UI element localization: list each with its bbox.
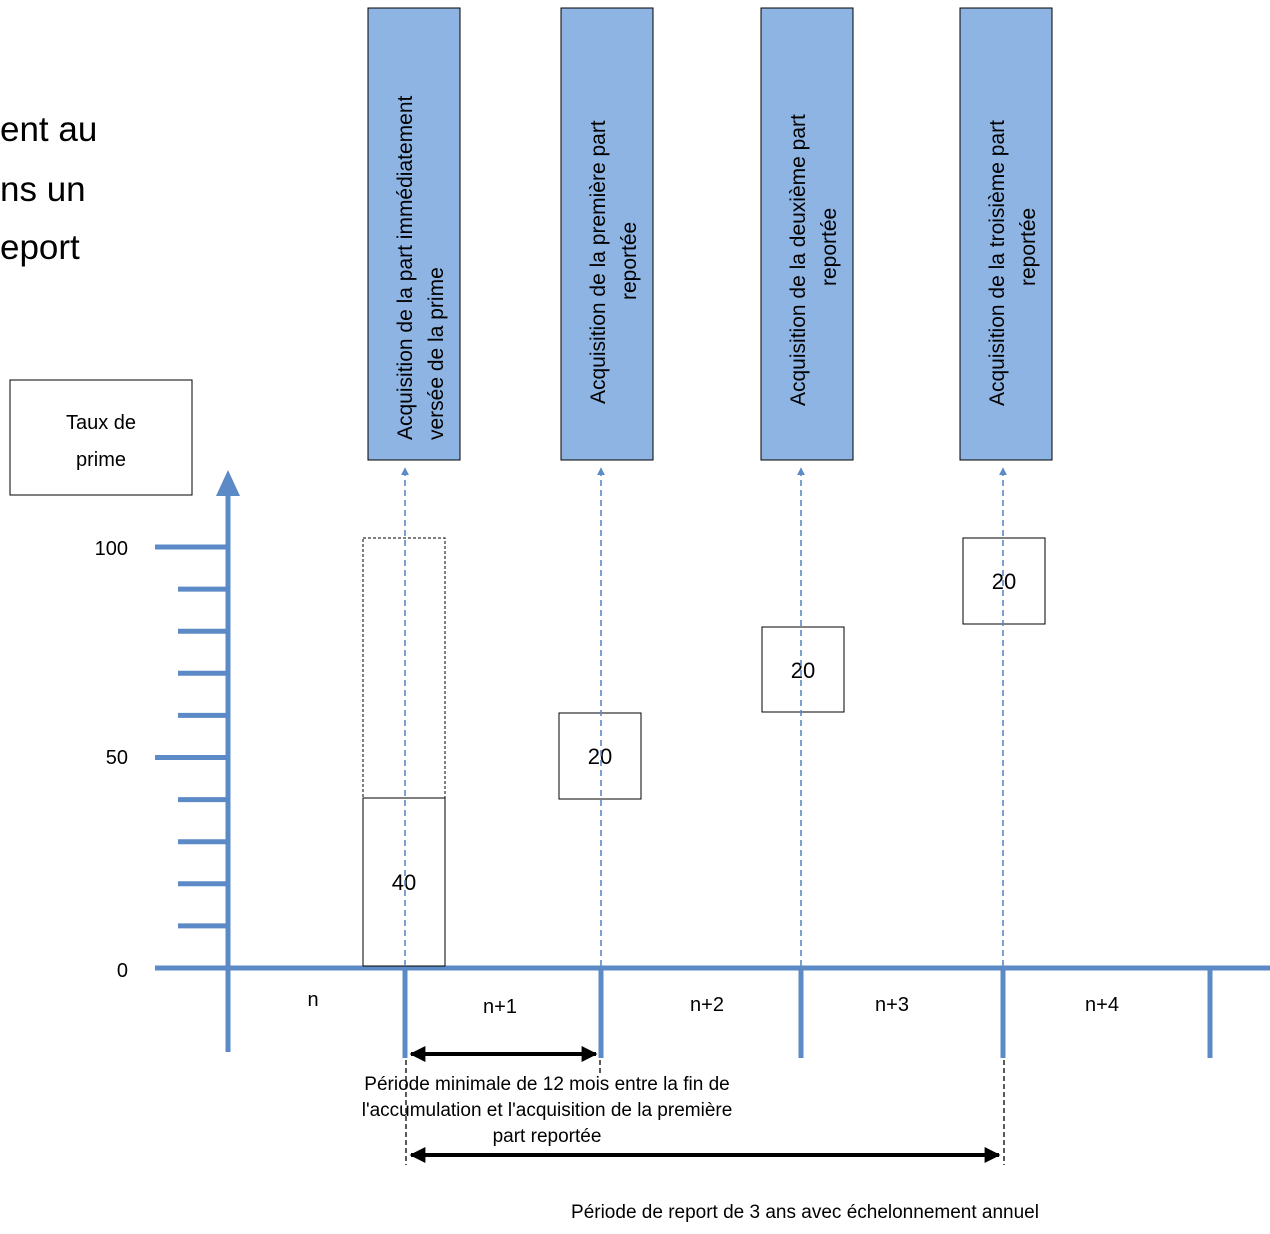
min-period-note-line-3: part reportée xyxy=(493,1126,602,1147)
acquisition-box-second-line-1: Acquisition de la deuxième part xyxy=(787,114,810,406)
period-label-n2: n+2 xyxy=(690,994,724,1016)
third-deferred-value-box xyxy=(962,537,1046,625)
y-axis-title-line-1: Taux de xyxy=(66,412,136,434)
y-axis-title-box xyxy=(9,379,193,496)
deferred-remainder-bar xyxy=(362,537,446,799)
second-deferred-value: 20 xyxy=(791,658,815,683)
heading-line-1: ent au xyxy=(0,110,98,149)
y-tick-label-0: 0 xyxy=(117,960,128,982)
min-period-note-line-2: l'accumulation et l'acquisition de la pr… xyxy=(362,1100,733,1121)
acquisition-box-first xyxy=(560,7,654,461)
acquisition-box-second xyxy=(760,7,854,461)
y-axis-title-line-2: prime xyxy=(76,449,126,471)
acquisition-box-immediate-line-2: versée de la prime xyxy=(425,267,448,440)
y-tick-label-100: 100 xyxy=(95,538,128,560)
immediate-part-bar xyxy=(362,797,446,967)
first-deferred-value: 20 xyxy=(588,744,612,769)
first-deferred-value-box xyxy=(558,712,642,800)
acquisition-box-second-line-2: reportée xyxy=(818,208,841,286)
period-label-n1: n+1 xyxy=(483,996,517,1018)
period-label-n3: n+3 xyxy=(875,994,909,1016)
acquisition-box-third xyxy=(959,7,1053,461)
immediate-part-value: 40 xyxy=(392,870,416,895)
acquisition-box-immediate-line-1: Acquisition de la part immédiatement xyxy=(394,95,417,440)
acquisition-box-immediate xyxy=(367,7,461,461)
deferral-note: Période de report de 3 ans avec échelonn… xyxy=(571,1202,1039,1223)
heading-line-3: eport xyxy=(0,228,80,267)
period-label-n4: n+4 xyxy=(1085,994,1119,1016)
acquisition-box-first-line-1: Acquisition de la première part xyxy=(587,120,610,404)
y-axis-arrowhead xyxy=(216,470,240,496)
y-tick-label-50: 50 xyxy=(106,747,128,769)
acquisition-box-first-line-2: reportée xyxy=(618,222,641,300)
period-label-n: n xyxy=(307,989,318,1011)
acquisition-box-third-line-2: reportée xyxy=(1017,208,1040,286)
second-deferred-value-box xyxy=(761,626,845,713)
min-period-note-line-1: Période minimale de 12 mois entre la fin… xyxy=(364,1074,729,1095)
third-deferred-value: 20 xyxy=(992,569,1016,594)
x-axis-ticks xyxy=(402,968,1213,1058)
y-axis-ticks xyxy=(155,544,228,929)
heading-line-2: ns un xyxy=(0,170,86,209)
acquisition-box-third-line-1: Acquisition de la troisième part xyxy=(986,120,1009,406)
